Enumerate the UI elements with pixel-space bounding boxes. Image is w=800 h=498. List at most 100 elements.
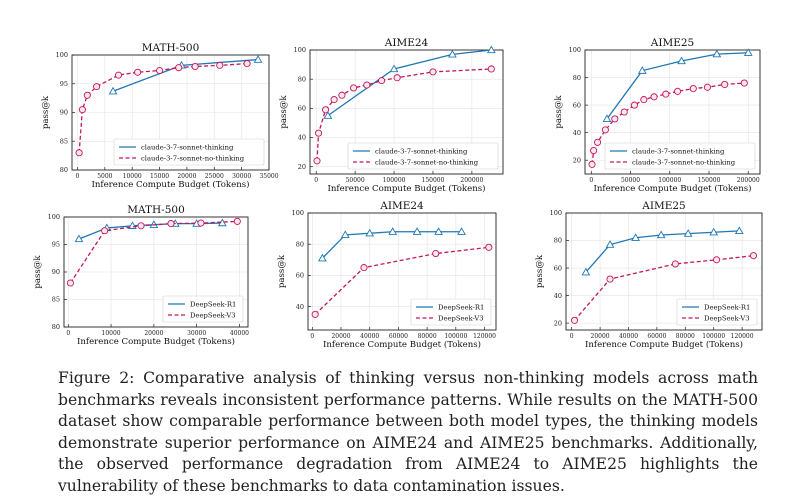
data-point <box>216 61 224 69</box>
legend: DeepSeek-R1 DeepSeek-V3 <box>162 295 244 323</box>
data-point <box>605 240 615 248</box>
legend: claude-3-7-sonnet-thinking claude-3-7-son… <box>604 142 756 170</box>
y-tick-label: 90 <box>60 109 68 117</box>
data-point <box>434 227 443 235</box>
data-point <box>317 253 327 262</box>
data-point <box>601 126 609 134</box>
y-tick-label: 85 <box>60 137 68 145</box>
legend: claude-3-7-sonnet-thinking claude-3-7-son… <box>113 138 265 166</box>
data-point <box>594 138 602 146</box>
x-tick-label: 0 <box>310 333 314 340</box>
x-axis-label: Inference Compute Budget (Tokens) <box>585 339 743 350</box>
data-point <box>606 275 614 283</box>
x-tick-label: 5000 <box>97 173 112 180</box>
x-tick-label: 35000 <box>259 173 278 180</box>
chart-panel-2: 0 50000 100000 150000 200000 20 40 60 80 100 AIME2… <box>279 37 504 194</box>
data-point <box>412 227 422 235</box>
y-tick-label: 40 <box>573 129 581 137</box>
data-point <box>487 65 495 73</box>
data-point <box>486 45 496 54</box>
series-line-1 <box>112 58 259 92</box>
data-point <box>83 91 91 99</box>
data-point <box>156 66 164 75</box>
y-tick-label: 60 <box>298 105 306 113</box>
legend-label: claude-3-7-sonnet-no-thinking <box>141 154 245 162</box>
data-point <box>323 111 333 119</box>
x-axis-label: Inference Compute Budget (Tokens) <box>91 179 249 190</box>
y-tick-label: 80 <box>52 323 60 331</box>
data-point <box>588 160 596 168</box>
data-point <box>389 64 399 73</box>
data-point <box>137 222 145 230</box>
data-point <box>640 96 648 104</box>
plot-frame <box>309 49 504 175</box>
data-point <box>590 147 598 155</box>
x-axis-label: Inference Compute Budget (Tokens) <box>327 183 485 194</box>
data-point <box>689 85 697 93</box>
series-line-2 <box>314 246 489 315</box>
data-point <box>311 310 319 318</box>
data-point <box>709 227 719 236</box>
data-point <box>363 81 371 89</box>
x-tick-label: 100000 <box>702 333 725 340</box>
data-point <box>448 49 457 58</box>
data-point <box>66 279 74 287</box>
data-point <box>740 79 748 87</box>
chart-title: AIME25 <box>641 200 686 212</box>
x-tick-label: 120000 <box>473 333 496 340</box>
legend: DeepSeek-R1 DeepSeek-V3 <box>410 298 492 326</box>
data-point <box>101 227 109 235</box>
y-tick-label: 100 <box>294 46 306 54</box>
legend-label: DeepSeek-R1 <box>704 303 750 311</box>
x-axis-label: Inference Compute Budget (Tokens) <box>593 183 751 194</box>
data-point <box>721 80 729 88</box>
series-line-2 <box>78 62 248 153</box>
data-point <box>611 115 619 123</box>
data-point <box>167 220 175 228</box>
legend-box <box>113 138 265 166</box>
x-tick-label: 40000 <box>230 330 249 337</box>
figure-caption: Figure 2: Comparative analysis of thinki… <box>58 368 758 497</box>
legend-label: DeepSeek-V3 <box>704 314 750 322</box>
chart-panel-5: 0 20000 40000 60000 80000 100000 120000 40 60 80 1… <box>277 200 497 350</box>
y-tick-label: 100 <box>569 46 581 54</box>
x-tick-label: 120000 <box>731 333 754 340</box>
chart-panel-3: 0 50000 100000 150000 200000 20 40 60 80 100 AIME2… <box>554 37 761 194</box>
legend-label: claude-3-7-sonnet-thinking <box>375 147 468 155</box>
data-point <box>683 229 693 237</box>
legend: claude-3-7-sonnet-thinking claude-3-7-son… <box>347 142 499 170</box>
chart-title: MATH-500 <box>127 204 185 216</box>
x-tick-label: 0 <box>66 330 70 337</box>
data-point <box>388 227 398 235</box>
x-tick-label: 40000 <box>619 333 638 340</box>
data-point <box>75 149 83 157</box>
legend-label: DeepSeek-R1 <box>190 300 236 308</box>
data-point <box>253 55 263 63</box>
legend-label: claude-3-7-sonnet-thinking <box>141 143 234 151</box>
y-axis-label: pass@k <box>279 95 289 129</box>
data-point <box>630 101 638 109</box>
x-tick-label: 150000 <box>698 177 721 184</box>
data-point <box>191 62 199 71</box>
y-tick-label: 60 <box>296 272 304 280</box>
data-point <box>429 68 437 76</box>
data-point <box>233 217 241 225</box>
data-point <box>78 106 86 114</box>
x-tick-label: 20000 <box>331 333 350 340</box>
x-tick-label: 30000 <box>187 330 206 337</box>
y-tick-label: 95 <box>52 241 60 249</box>
data-point <box>175 64 183 72</box>
y-tick-label: 20 <box>298 163 306 171</box>
chart-title: AIME24 <box>384 37 429 49</box>
chart-title: AIME24 <box>379 200 424 212</box>
x-tick-label: 80000 <box>676 333 695 340</box>
x-tick-label: 0 <box>314 177 318 184</box>
y-tick-label: 20 <box>573 156 581 164</box>
legend-label: DeepSeek-V3 <box>438 314 484 322</box>
data-point <box>360 264 368 272</box>
series-line-2 <box>69 220 238 284</box>
y-axis-label: pass@k <box>277 254 287 288</box>
data-point <box>734 226 744 235</box>
legend-label: claude-3-7-sonnet-thinking <box>632 147 725 155</box>
data-point <box>114 71 123 79</box>
